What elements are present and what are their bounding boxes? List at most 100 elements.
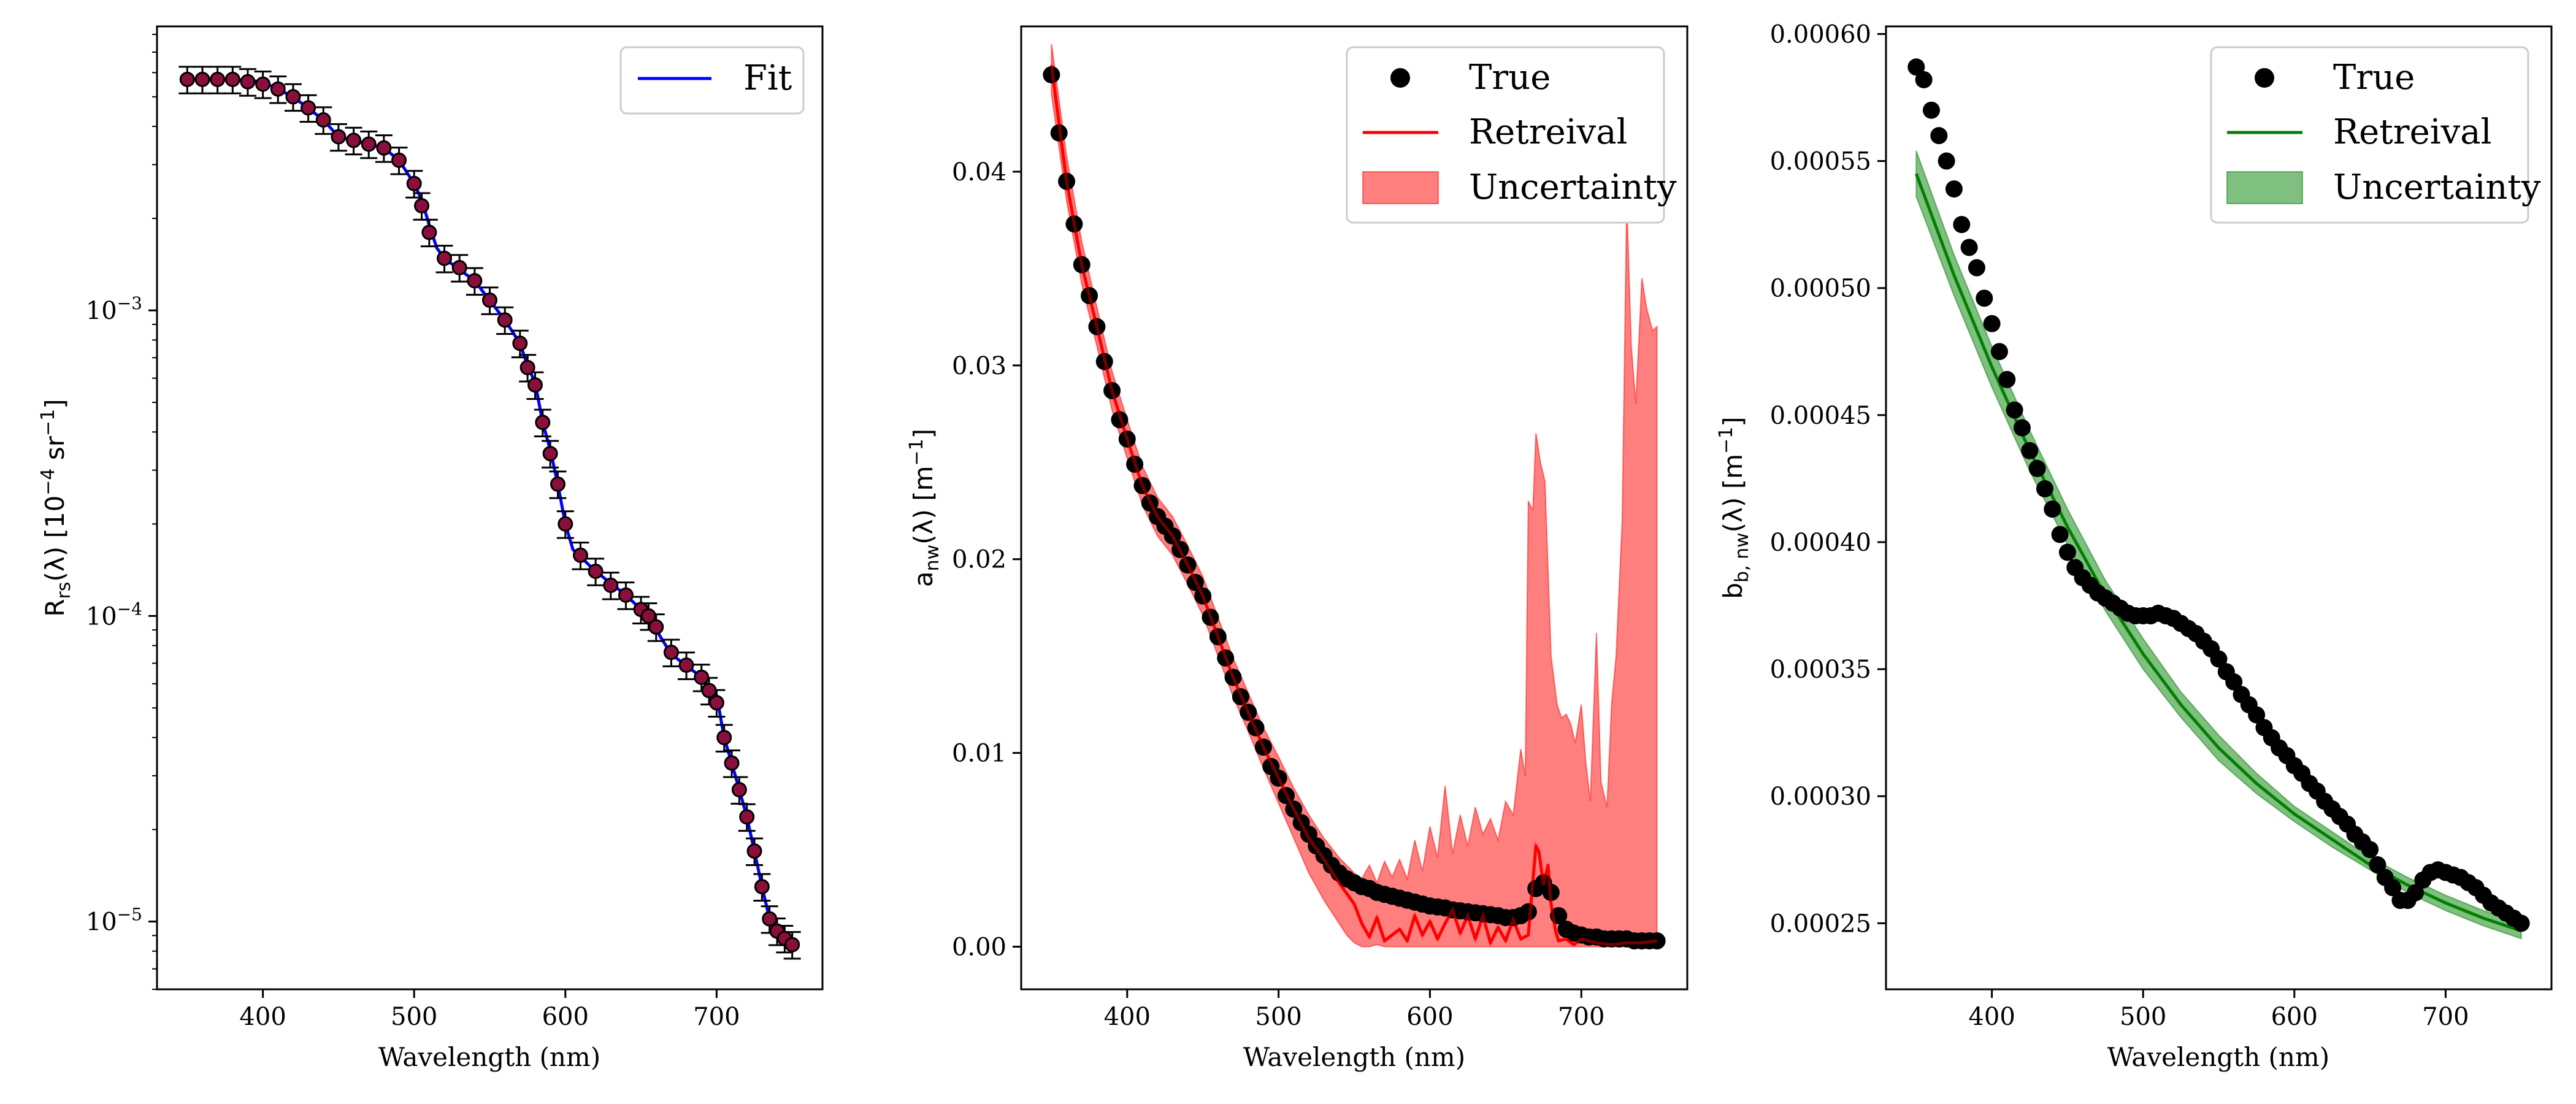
- anw-ytick-label: 0.03: [952, 352, 1006, 380]
- rrs-xtick-label-500: 500: [391, 1003, 437, 1031]
- rrs-data-point: [391, 152, 407, 168]
- rrs-data-point: [708, 695, 724, 711]
- anw-axes: 400 500 600 700 0.00 0.01 0.02 0.03 0.04: [952, 158, 1604, 1031]
- anw-true-point: [1240, 703, 1257, 721]
- rrs-data-point: [716, 730, 732, 746]
- anw-true-point: [1103, 381, 1121, 399]
- anw-legend: True Retreival Uncertainty: [1346, 46, 1677, 224]
- anw-true-point: [1141, 494, 1159, 512]
- rrs-data-point: [739, 809, 755, 825]
- rrs-data-point: [414, 197, 430, 213]
- bbnw-true-point: [2512, 914, 2530, 932]
- rrs-xtick-label-700: 700: [693, 1003, 740, 1031]
- anw-ytick-label: 0.02: [952, 546, 1006, 574]
- anw-true-point: [1073, 256, 1091, 274]
- bbnw-ylabel: bb, nw(λ) [m−1]: [1715, 416, 1753, 599]
- rrs-data-point: [179, 71, 195, 87]
- rrs-ylabel: Rrs(λ) [10−4 sr−1]: [37, 399, 75, 616]
- bbnw-ytick-label: 0.00045: [1770, 402, 1871, 430]
- bbnw-true-point: [2058, 543, 2076, 561]
- anw-xtick-label-500: 500: [1255, 1003, 1301, 1031]
- rrs-data-point: [784, 937, 800, 953]
- bbnw-true-point: [2225, 673, 2243, 691]
- rrs-data-point: [331, 129, 347, 145]
- anw-true-point: [1081, 287, 1098, 305]
- rrs-xtick-label-600: 600: [542, 1003, 589, 1031]
- bbnw-true-point: [2369, 856, 2386, 874]
- rrs-ytick-label: 10−4: [86, 599, 142, 631]
- bbnw-true-point: [2384, 879, 2402, 897]
- anw-ytick-label: 0.01: [952, 740, 1006, 768]
- anw-legend-uncertainty-label: Uncertainty: [1469, 167, 1677, 207]
- rrs-data-point: [558, 516, 573, 532]
- rrs-data-point: [512, 335, 528, 351]
- anw-true-point: [1163, 527, 1181, 545]
- rrs-data-point: [270, 81, 286, 97]
- anw-true-point: [1111, 411, 1129, 429]
- rrs-data-point: [315, 112, 331, 128]
- rrs-data-point: [497, 312, 513, 328]
- rrs-data-point: [694, 669, 710, 685]
- bbnw-true-point: [2210, 650, 2228, 668]
- rrs-axes: 400 500 600 700 10−3 10−4 10−5: [86, 34, 740, 1031]
- bbnw-legend-true-marker: [2255, 68, 2274, 88]
- rrs-data-point: [301, 100, 316, 116]
- rrs-data-point: [762, 911, 778, 927]
- rrs-data-point: [240, 74, 256, 90]
- rrs-data-point: [406, 175, 422, 191]
- rrs-data-point: [519, 359, 535, 375]
- anw-true-point: [1232, 688, 1249, 705]
- anw-true-point: [1088, 318, 1106, 335]
- rrs-data-point: [754, 879, 770, 895]
- anw-ytick-label: 0.00: [952, 933, 1006, 962]
- rrs-ytick-label: 10−3: [86, 293, 142, 325]
- rrs-legend-frame: [619, 46, 805, 115]
- rrs-xlabel: Wavelength (nm): [378, 1042, 600, 1072]
- bbnw-true-point: [1945, 180, 1963, 198]
- anw-true-point: [1179, 556, 1197, 574]
- bbnw-legend-uncertainty-swatch: [2226, 171, 2303, 204]
- anw-true-point: [1126, 455, 1144, 473]
- bbnw-true-point: [2036, 480, 2053, 497]
- anw-retreival-line-overlay: [1049, 64, 1657, 948]
- bbnw-ytick-label: 0.00060: [1770, 20, 1871, 48]
- anw-true-point: [1648, 932, 1666, 950]
- rrs-data-point: [437, 250, 453, 266]
- bbnw-axes-frame: [1885, 25, 2553, 991]
- bbnw-true-point: [2013, 419, 2031, 437]
- bbnw-legend-true-label: True: [2333, 58, 2415, 98]
- bbnw-true-point: [1953, 216, 1971, 234]
- bbnw-true-point: [2021, 442, 2039, 459]
- rrs-data-point: [648, 619, 664, 635]
- rrs-data-point: [572, 547, 588, 563]
- bbnw-ytick-label: 0.00040: [1770, 529, 1871, 557]
- bbnw-xtick-label-400: 400: [1968, 1003, 2015, 1031]
- rrs-data-point: [588, 563, 604, 579]
- bbnw-true-point: [2006, 401, 2023, 419]
- bbnw-true-point: [1938, 152, 1955, 170]
- anw-xlabel: Wavelength (nm): [1243, 1042, 1465, 1072]
- anw-legend-true-label: True: [1469, 58, 1551, 98]
- rrs-data-point: [210, 71, 226, 87]
- rrs-data-point: [663, 645, 679, 661]
- anw-axes-frame: [1020, 25, 1689, 991]
- anw-true-point: [1254, 738, 1272, 756]
- rrs-data-point: [421, 224, 437, 240]
- rrs-data-point: [346, 132, 362, 148]
- anw-true-point: [1285, 800, 1303, 818]
- bbnw-xtick-label-600: 600: [2271, 1003, 2318, 1031]
- rrs-data-point: [451, 259, 467, 275]
- bbnw-true-point: [2051, 526, 2069, 543]
- anw-true-point: [1050, 124, 1068, 142]
- anw-true-point: [1270, 769, 1287, 787]
- rrs-data-point: [701, 683, 717, 699]
- bbnw-true-point: [2361, 841, 2379, 859]
- rrs-data-point: [194, 71, 210, 87]
- bbnw-xtick-label-700: 700: [2422, 1003, 2469, 1031]
- bbnw-true-point: [1990, 343, 2008, 361]
- anw-true-point: [1118, 430, 1136, 448]
- rrs-data-point: [255, 76, 271, 92]
- rrs-data-point: [542, 445, 558, 461]
- anw-true-point: [1043, 66, 1060, 83]
